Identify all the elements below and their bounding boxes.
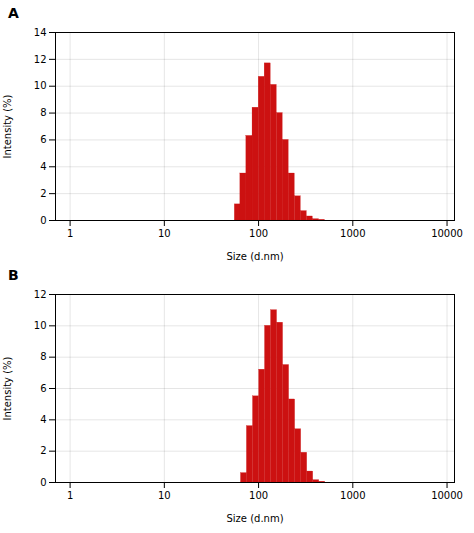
svg-text:8: 8 <box>40 107 46 118</box>
svg-text:2: 2 <box>40 188 46 199</box>
html-text:B: B <box>8 267 19 283</box>
svg-text:Intensity (%): Intensity (%) <box>2 94 13 158</box>
svg-text:8: 8 <box>40 351 46 362</box>
svg-text:6: 6 <box>40 383 46 394</box>
svg-text:1000: 1000 <box>340 490 365 501</box>
svg-text:1: 1 <box>67 490 73 501</box>
svg-text:12: 12 <box>34 289 47 300</box>
svg-text:2: 2 <box>40 445 46 456</box>
svg-text:6: 6 <box>40 134 46 145</box>
svg-text:4: 4 <box>40 161 46 172</box>
svg-text:0: 0 <box>40 215 46 226</box>
svg-text:0: 0 <box>40 477 46 488</box>
svg-text:100: 100 <box>249 490 268 501</box>
svg-text:Intensity (%): Intensity (%) <box>2 356 13 420</box>
svg-text:12: 12 <box>34 54 47 65</box>
svg-text:10000: 10000 <box>431 228 463 239</box>
svg-text:14: 14 <box>34 27 47 38</box>
svg-text:10: 10 <box>158 490 171 501</box>
svg-text:10000: 10000 <box>431 490 463 501</box>
svg-text:Size (d.nm): Size (d.nm) <box>226 251 283 262</box>
svg-text:100: 100 <box>249 228 268 239</box>
svg-text:1000: 1000 <box>340 228 365 239</box>
html-text:A: A <box>8 5 19 21</box>
svg-text:Size (d.nm): Size (d.nm) <box>226 513 283 524</box>
svg-text:10: 10 <box>34 80 47 91</box>
svg-text:4: 4 <box>40 414 46 425</box>
svg-text:10: 10 <box>34 320 47 331</box>
svg-text:10: 10 <box>158 228 171 239</box>
svg-text:1: 1 <box>67 228 73 239</box>
